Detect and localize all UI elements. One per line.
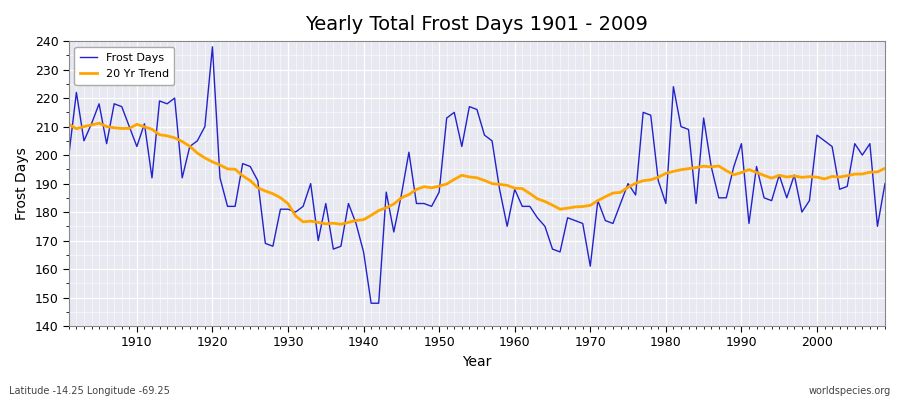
20 Yr Trend [525, 191, 535, 196]
Frost Days [615, 201, 626, 206]
20 Yr Trend [879, 166, 890, 171]
Frost Days [879, 181, 890, 186]
Text: Latitude -14.25 Longitude -69.25: Latitude -14.25 Longitude -69.25 [9, 386, 170, 396]
Y-axis label: Frost Days: Frost Days [15, 147, 29, 220]
Line: Frost Days: Frost Days [68, 47, 885, 303]
20 Yr Trend [351, 218, 362, 223]
Line: 20 Yr Trend: 20 Yr Trend [68, 123, 885, 224]
Text: worldspecies.org: worldspecies.org [809, 386, 891, 396]
Frost Days [343, 201, 354, 206]
Title: Yearly Total Frost Days 1901 - 2009: Yearly Total Frost Days 1901 - 2009 [305, 15, 648, 34]
20 Yr Trend [94, 121, 104, 126]
Frost Days [124, 124, 135, 129]
Frost Days [298, 204, 309, 209]
20 Yr Trend [63, 122, 74, 127]
Frost Days [63, 153, 74, 158]
20 Yr Trend [131, 122, 142, 127]
20 Yr Trend [298, 220, 309, 224]
X-axis label: Year: Year [463, 355, 491, 369]
20 Yr Trend [615, 190, 626, 195]
Frost Days [525, 204, 535, 209]
Frost Days [207, 44, 218, 49]
Frost Days [365, 301, 376, 306]
20 Yr Trend [336, 222, 346, 227]
Legend: Frost Days, 20 Yr Trend: Frost Days, 20 Yr Trend [75, 47, 175, 85]
Frost Days [517, 204, 527, 209]
20 Yr Trend [517, 186, 527, 191]
